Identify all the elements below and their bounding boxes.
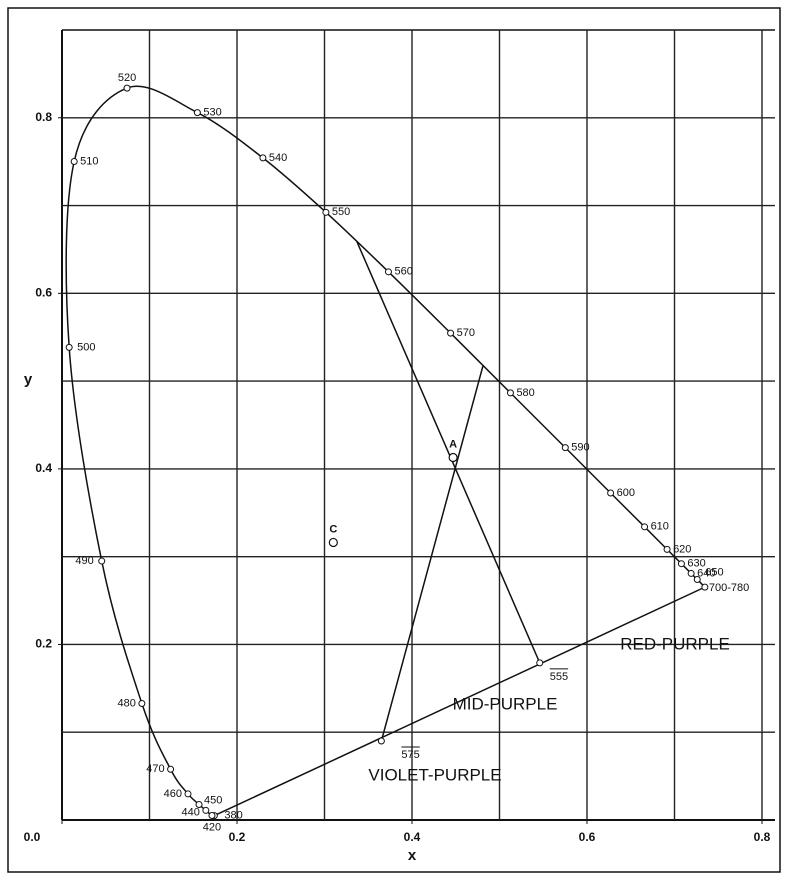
wavelength-label: 560 [394,266,412,278]
locus-point [202,806,210,814]
end-point [536,659,544,667]
end-point [377,737,385,745]
wavelength-label: 450 [204,794,222,806]
wavelength-label: 640 [697,567,715,579]
locus-point [195,800,203,808]
locus-point [193,109,201,117]
locus-point [259,154,267,162]
x-tick-label: 0.2 [229,830,246,844]
y-tick-label: 0.8 [35,110,52,124]
locus-point [687,569,695,577]
y-axis-label: y [24,371,33,388]
locus-point [641,523,649,531]
wavelength-label: 460 [164,788,182,800]
wavelength-label: 500 [77,341,95,353]
wavelength-label: 630 [687,558,705,570]
wavelength-label: 650 [705,566,723,578]
purple-line [214,586,706,817]
locus-point [70,157,78,165]
wavelength-line [356,241,541,664]
locus-point [322,208,330,216]
x-tick-label: 0.8 [754,830,771,844]
y-tick-label: 0.2 [35,637,52,651]
y-tick-label: 0.6 [35,286,52,300]
locus-point [677,560,685,568]
locus-point [184,790,192,798]
spectral-locus [65,85,706,817]
wavelength-label: 550 [332,206,350,218]
wavelength-label: 520 [118,72,136,84]
x-tick-label: 0.6 [579,830,596,844]
locus-point [208,812,216,820]
point [448,452,458,463]
wavelength-label: 590 [571,442,589,454]
wavelength-label: 600 [617,487,635,499]
locus-point [138,700,146,708]
wavelength-label: 510 [80,155,98,167]
y-tick-label: 0.4 [35,461,52,475]
wavelength-label: 490 [75,555,93,567]
wavelength-label: 440 [181,806,199,818]
locus-point [701,583,709,591]
locus-point [123,84,131,92]
wavelength-label: 380 [224,810,242,822]
point [328,537,338,548]
region-label: RED-PURPLE [620,634,730,653]
wavelength-label: 580 [516,387,534,399]
wavelength-label: 570 [457,327,475,339]
wavelength-label: 480 [118,697,136,709]
point-label: A [449,438,457,450]
x-axis-label: x [408,847,417,864]
locus-point [98,557,106,565]
locus-point [65,343,73,351]
wavelength-label: 470 [146,763,164,775]
wavelength-label: 610 [651,521,669,533]
complementary-label: 555 [550,671,568,683]
region-label: MID-PURPLE [453,694,558,713]
locus-point [607,489,615,497]
complementary-label: 575 [401,749,419,761]
locus-point [693,575,701,583]
wavelength-label: 700-780 [709,582,749,594]
wavelength-label: 620 [673,543,691,555]
locus-point [384,268,392,276]
locus-point [663,545,671,553]
locus-point [447,329,455,337]
locus-point [561,444,569,452]
locus-point [506,389,514,397]
x-tick-label: 0.4 [404,830,421,844]
frame [7,7,781,873]
x-tick-label: 0.0 [24,830,41,844]
wavelength-label: 420 [203,821,221,833]
wavelength-line [380,365,484,742]
wavelength-label: 540 [269,152,287,164]
region-label: VIOLET-PURPLE [368,765,501,784]
locus-point [167,765,175,773]
point-label: C [329,523,337,535]
wavelength-label: 530 [203,107,221,119]
